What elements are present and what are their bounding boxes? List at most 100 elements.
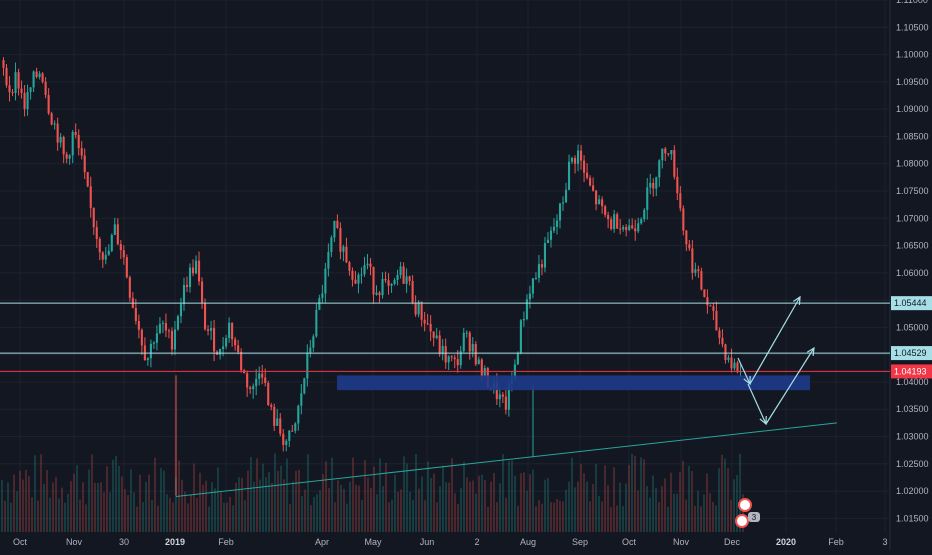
candle-body [360,274,363,276]
volume-bar [739,453,741,532]
candle-body [652,182,655,189]
candle-body [646,187,649,210]
candle-body [240,351,243,371]
volume-bar [517,505,519,532]
candle-body [8,85,11,93]
volume-bar [742,494,744,532]
event-badge-icon[interactable] [738,498,752,512]
volume-bar [733,479,735,532]
candle-body [98,238,101,253]
projection-arrow-3[interactable] [747,383,767,425]
volume-bar [355,484,357,532]
candle-body [158,323,161,334]
volume-bar [232,505,234,532]
volume-bar [409,491,411,532]
candle-body [83,155,86,173]
volume-bar [703,494,705,532]
candle-body [327,252,330,269]
volume-bar [730,499,732,532]
volume-bar [322,474,324,532]
price-level-label: 1.04529 [894,348,927,358]
volume-bar [568,481,570,532]
volume-bar [712,501,714,532]
candle-body [255,378,258,387]
event-count-badge[interactable] [748,512,760,522]
volume-bar [73,473,75,532]
ascending-trendline[interactable] [175,422,838,498]
volume-bar [130,469,132,532]
event-badge-icon[interactable] [735,514,749,528]
volume-bar [214,488,216,532]
volume-bar [79,499,81,532]
candle-body [399,266,402,275]
candle-body [339,228,342,252]
volume-bar [271,482,273,532]
candle-body [77,134,80,149]
candle-body [173,329,177,350]
candle-body [234,339,237,346]
volume-bar [415,454,417,532]
candle-body [417,301,420,315]
volume-bar [604,465,606,532]
candle-body [249,387,252,390]
volume-bar [616,505,618,532]
candle-body [625,227,628,231]
candle-body [396,274,399,280]
candle-body [561,202,565,204]
candle-body [191,267,195,274]
volume-bar [148,474,150,532]
volume-bar [556,498,558,532]
projection-arrow-4[interactable] [765,347,815,425]
support-zone[interactable] [337,375,810,391]
candle-body [438,335,441,355]
volume-bar [211,482,213,532]
volume-bar [316,494,318,532]
volume-bar [103,492,105,532]
candle-body [525,299,528,320]
volume-bar [199,472,201,532]
volume-bar [358,485,360,532]
candle-body [213,328,216,352]
candle-body [721,337,724,345]
candle-body [598,199,601,205]
candle-body [68,155,71,159]
volume-bar [43,483,45,532]
projection-arrow-4-head [806,346,815,357]
candle-body [170,330,174,350]
candle-body [531,278,534,294]
candle-body [35,71,38,77]
y-tick-label: 1.06500 [896,241,929,251]
volume-bar [394,474,396,532]
candle-body [414,303,417,315]
candle-body [128,277,131,298]
volume-bar [202,484,204,532]
candle-body [225,338,228,347]
projection-arrow-2[interactable] [749,296,801,385]
candle-body [670,150,673,155]
volume-bar [229,496,231,532]
candle-body [441,346,444,355]
candle-body [161,323,164,325]
volume-bar [442,465,444,532]
projection-arrow-1[interactable] [737,357,751,385]
candle-body [381,278,384,296]
volume-bar [718,468,720,532]
volume-bar [373,466,375,532]
candle-body [465,332,468,334]
candle-body [546,239,550,244]
volume-bar [610,506,612,532]
volume-bar [496,502,498,532]
volume-bar [403,456,405,532]
candle-body [309,347,312,353]
candle-body [543,243,547,268]
volume-bar [76,465,78,532]
candle-body [613,214,616,230]
candle-body [237,345,240,352]
candle-body [285,440,288,445]
volume-bar [607,485,609,532]
candle-body [140,329,143,346]
volume-bar [235,482,237,532]
candle-body [210,328,213,331]
